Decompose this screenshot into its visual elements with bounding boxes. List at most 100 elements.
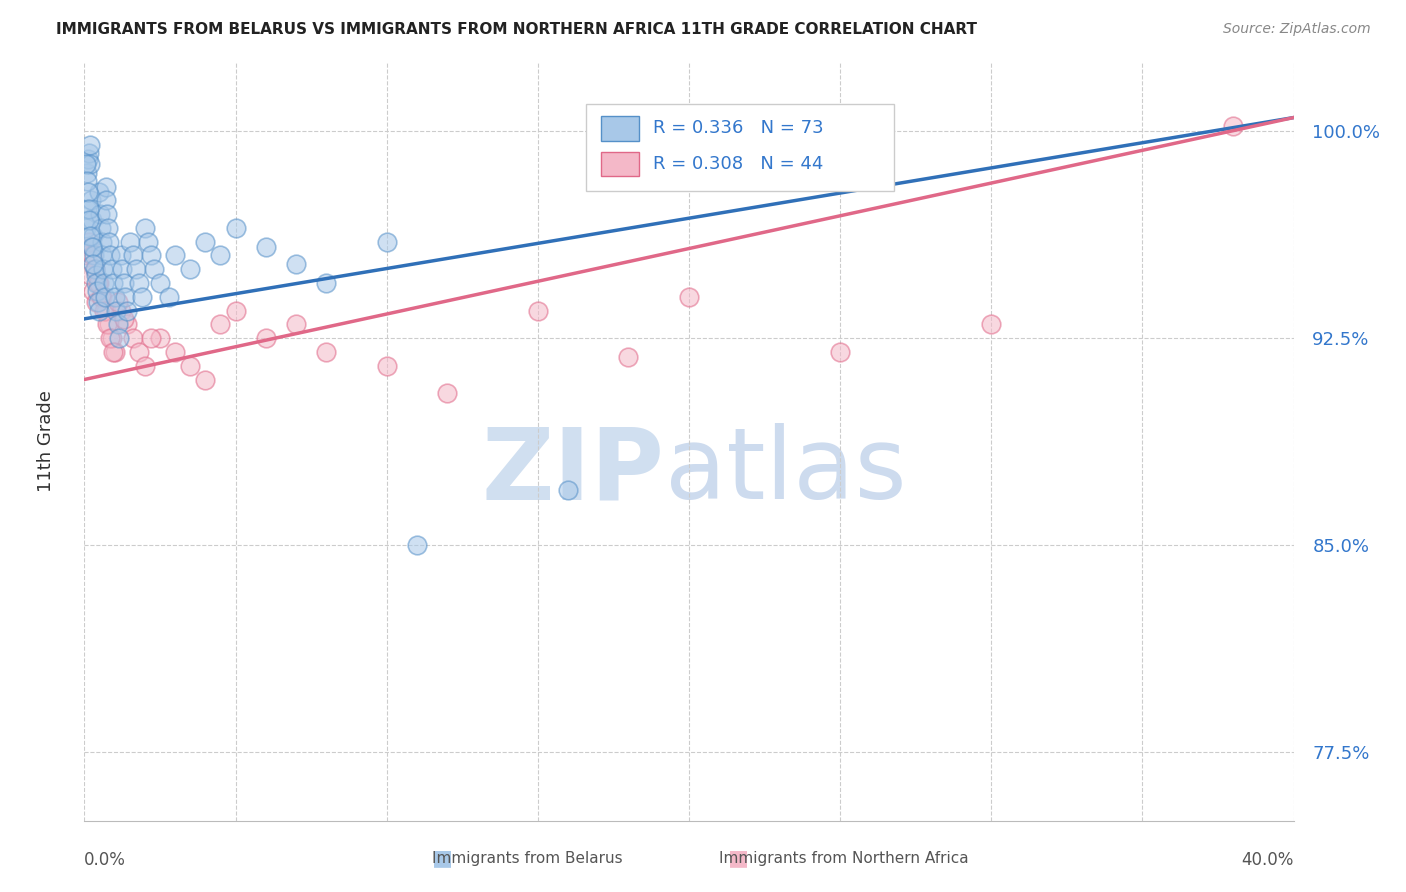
Point <box>104 345 127 359</box>
Point <box>82 285 104 299</box>
Point <box>121 331 143 345</box>
Point <box>128 345 150 359</box>
Point <box>134 220 156 235</box>
Text: 40.0%: 40.0% <box>1241 851 1294 869</box>
Point <box>110 303 132 318</box>
Point <box>90 235 112 249</box>
Point <box>225 303 247 318</box>
Point <box>89 185 111 199</box>
Point <box>194 235 217 249</box>
Point <box>131 290 153 304</box>
Point <box>101 345 124 359</box>
Point <box>179 262 201 277</box>
Point <box>209 248 232 262</box>
Point <box>134 359 156 373</box>
Point <box>149 331 172 345</box>
FancyBboxPatch shape <box>586 104 894 191</box>
Point <box>86 276 108 290</box>
Point <box>91 248 114 262</box>
Point <box>118 235 141 249</box>
Point <box>830 345 852 359</box>
Text: 11th Grade: 11th Grade <box>37 391 55 492</box>
Point <box>75 220 97 235</box>
Point <box>110 248 132 262</box>
Point <box>315 345 337 359</box>
Point <box>94 303 117 318</box>
Point <box>121 248 143 262</box>
Point <box>285 257 308 271</box>
Point <box>527 303 550 318</box>
Point <box>406 538 429 552</box>
Point <box>90 220 112 235</box>
Point <box>80 212 103 227</box>
Point <box>111 262 134 277</box>
Point <box>93 303 115 318</box>
Point <box>94 179 117 194</box>
Point <box>194 372 217 386</box>
Point <box>107 295 129 310</box>
Point <box>98 248 121 262</box>
Point <box>557 483 579 497</box>
Point <box>142 262 165 277</box>
Point <box>91 262 114 277</box>
Point <box>89 276 111 290</box>
Point <box>76 166 98 180</box>
Point <box>97 318 120 332</box>
Point <box>128 276 150 290</box>
Point <box>90 290 112 304</box>
FancyBboxPatch shape <box>600 116 640 141</box>
Point <box>157 290 180 304</box>
Point <box>139 331 162 345</box>
Point <box>86 295 108 310</box>
Point <box>77 235 100 249</box>
Point <box>77 212 100 227</box>
Point <box>82 229 104 244</box>
Point <box>108 331 131 345</box>
Point <box>617 351 640 365</box>
Text: 0.0%: 0.0% <box>84 851 127 869</box>
Point <box>80 248 103 262</box>
Point <box>97 220 120 235</box>
Text: ZIP: ZIP <box>482 424 665 520</box>
Text: R = 0.336   N = 73: R = 0.336 N = 73 <box>652 120 824 137</box>
Text: Source: ZipAtlas.com: Source: ZipAtlas.com <box>1223 22 1371 37</box>
Point <box>79 229 101 244</box>
Text: IMMIGRANTS FROM BELARUS VS IMMIGRANTS FROM NORTHERN AFRICA 11TH GRADE CORRELATIO: IMMIGRANTS FROM BELARUS VS IMMIGRANTS FR… <box>56 22 977 37</box>
Point <box>225 220 247 235</box>
Point <box>436 386 458 401</box>
Point <box>315 276 337 290</box>
Point <box>165 248 187 262</box>
Point <box>82 240 104 254</box>
Point <box>84 262 107 277</box>
Point <box>89 207 111 221</box>
Point <box>86 285 108 299</box>
Point <box>77 146 100 161</box>
Text: Immigrants from Belarus: Immigrants from Belarus <box>432 851 623 865</box>
Point <box>115 318 138 332</box>
Point <box>254 331 277 345</box>
Point <box>136 235 159 249</box>
FancyBboxPatch shape <box>600 152 640 177</box>
Point <box>94 194 117 208</box>
Point <box>87 295 110 310</box>
Point <box>77 152 100 166</box>
Point <box>77 202 100 216</box>
Point <box>96 207 118 221</box>
Point <box>165 345 187 359</box>
Point <box>79 138 101 153</box>
Point <box>114 290 136 304</box>
Point <box>84 268 107 282</box>
Point <box>79 268 101 282</box>
Point <box>375 359 398 373</box>
Point <box>179 359 201 373</box>
Point <box>76 248 98 262</box>
Point <box>375 235 398 249</box>
Point <box>96 318 118 332</box>
Point <box>254 240 277 254</box>
Point <box>115 303 138 318</box>
Text: R = 0.308   N = 44: R = 0.308 N = 44 <box>652 155 823 173</box>
Text: Immigrants from Northern Africa: Immigrants from Northern Africa <box>718 851 969 865</box>
Point <box>107 318 129 332</box>
Point <box>80 240 103 254</box>
Point <box>139 248 162 262</box>
